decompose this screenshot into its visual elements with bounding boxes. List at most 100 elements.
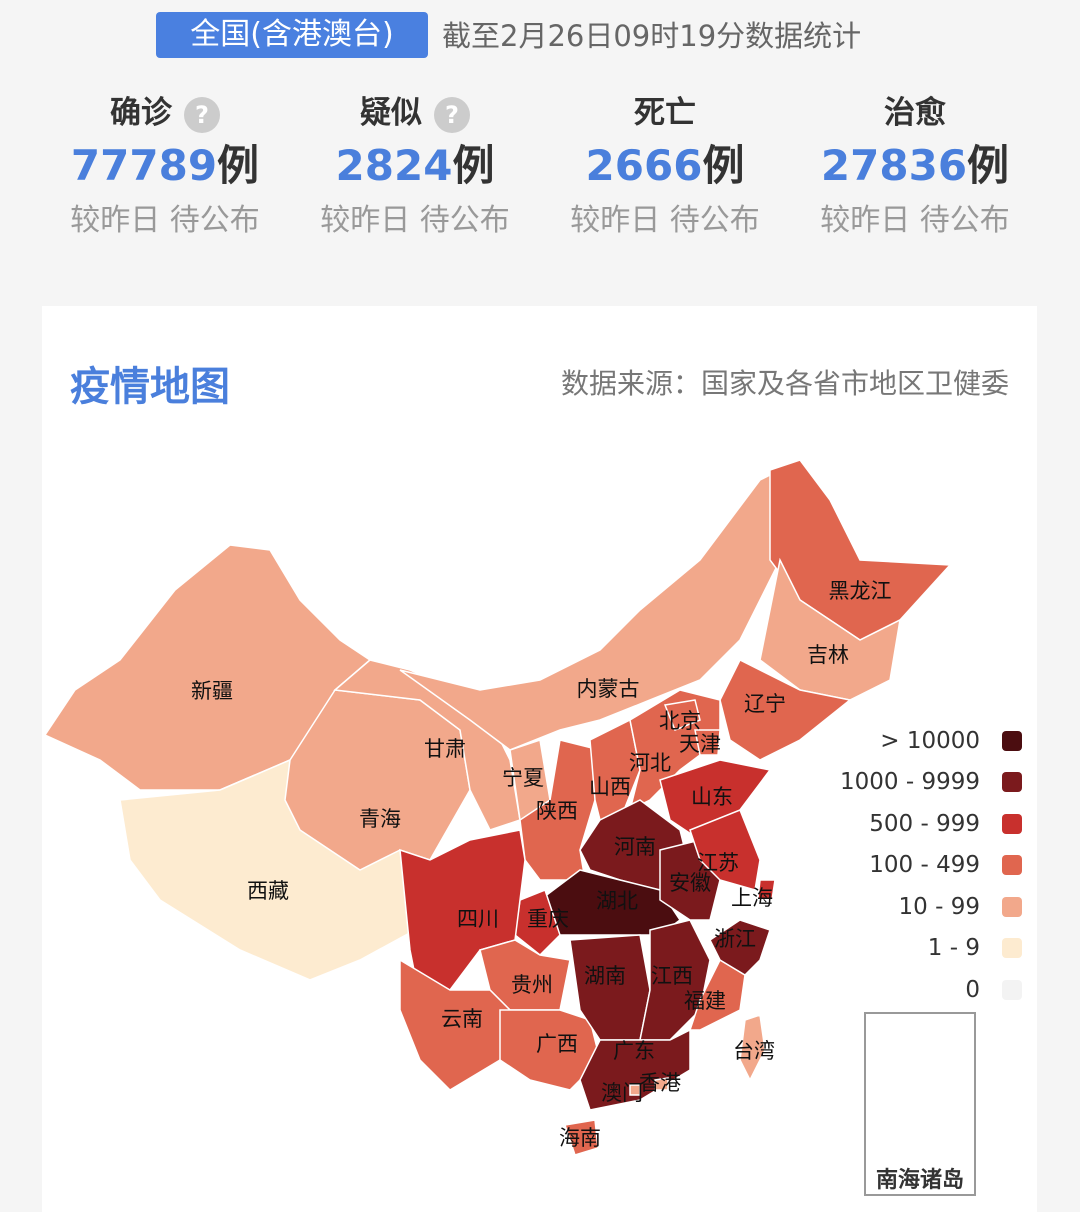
- region-label: 广东: [613, 1039, 655, 1063]
- region-label: 上海: [731, 886, 773, 910]
- stat-label: 治愈: [884, 95, 946, 131]
- stat-value: 2824: [335, 141, 453, 190]
- region-label: 山西: [589, 775, 631, 799]
- legend-label: 1 - 9: [927, 935, 980, 962]
- legend-item[interactable]: 0: [822, 969, 1022, 1011]
- stat-label: 死亡: [634, 95, 696, 131]
- legend-item[interactable]: 100 - 499: [822, 845, 1022, 887]
- region-label: 天津: [679, 732, 721, 756]
- legend-item[interactable]: > 10000: [822, 720, 1022, 762]
- region-label: 北京: [659, 709, 701, 733]
- region-29[interactable]: [757, 879, 776, 901]
- region-0[interactable]: [43, 544, 372, 791]
- region-label: 内蒙古: [577, 677, 640, 701]
- legend-item[interactable]: 1000 - 9999: [822, 762, 1022, 804]
- summary-panel: 全国(含港澳台) 截至2月26日09时19分数据统计 确诊? 77789例 较昨…: [0, 0, 1080, 300]
- legend-label: 10 - 99: [898, 893, 980, 920]
- region-label: 海南: [559, 1126, 601, 1150]
- region-23[interactable]: [639, 919, 711, 1041]
- region-label: 宁夏: [502, 766, 544, 790]
- help-icon[interactable]: ?: [434, 96, 470, 133]
- stat-value: 27836: [820, 141, 968, 190]
- region-33[interactable]: [629, 1084, 641, 1096]
- stat-change: 较昨日 待公布: [320, 203, 510, 238]
- region-label: 湖北: [596, 889, 638, 913]
- region-label: 新疆: [191, 679, 233, 703]
- stat-change: 较昨日 待公布: [570, 203, 760, 238]
- region-12[interactable]: [663, 699, 701, 731]
- as-of-time: 截至2月26日09时19分数据统计: [442, 19, 862, 53]
- legend-swatch: [1002, 730, 1022, 751]
- region-label: 湖南: [584, 964, 626, 988]
- legend-label: 100 - 499: [869, 852, 980, 879]
- legend-item[interactable]: 10 - 99: [822, 886, 1022, 928]
- region-label: 河北: [629, 751, 671, 775]
- legend-item[interactable]: 1 - 9: [822, 928, 1022, 970]
- region-28[interactable]: [689, 809, 761, 891]
- region-7[interactable]: [719, 658, 852, 761]
- region-label: 云南: [441, 1007, 483, 1031]
- stat-unit: 例: [967, 141, 1010, 190]
- region-label: 广西: [536, 1032, 578, 1056]
- map-title: 疫情地图: [70, 364, 230, 410]
- region-label: 江苏: [697, 851, 739, 875]
- region-label: 浙江: [714, 927, 756, 951]
- stat-label: 疑似: [360, 95, 422, 131]
- stat-2: 死亡 2666例 较昨日 待公布: [540, 90, 790, 246]
- legend-swatch: [1002, 813, 1022, 834]
- data-source: 数据来源：国家及各省市地区卫健委: [560, 367, 1009, 400]
- help-icon[interactable]: ?: [184, 96, 220, 133]
- region-6[interactable]: [759, 557, 901, 701]
- region-label: 四川: [457, 907, 499, 931]
- south-china-sea-inset: 南海诸岛: [864, 1012, 976, 1196]
- region-26[interactable]: [709, 919, 771, 976]
- region-label: 青海: [359, 807, 401, 831]
- region-label: 安徽: [669, 871, 711, 895]
- region-label: 澳门: [601, 1081, 643, 1105]
- region-label: 辽宁: [744, 692, 786, 716]
- stat-unit: 例: [217, 141, 260, 190]
- stat-label: 确诊: [110, 95, 172, 131]
- region-9[interactable]: [519, 739, 601, 881]
- legend-swatch: [1002, 938, 1022, 959]
- legend-swatch: [1002, 979, 1022, 1000]
- region-label: 河南: [614, 835, 656, 859]
- legend-swatch: [1002, 772, 1022, 793]
- region-label: 西藏: [247, 879, 289, 903]
- stat-unit: 例: [702, 141, 745, 190]
- legend-label: 0: [965, 976, 980, 1003]
- stat-unit: 例: [452, 141, 495, 190]
- region-label: 福建: [684, 989, 726, 1013]
- stat-3: 治愈 27836例 较昨日 待公布: [790, 90, 1040, 246]
- region-31[interactable]: [564, 1119, 599, 1156]
- legend-item[interactable]: 500 - 999: [822, 803, 1022, 845]
- stat-change: 较昨日 待公布: [70, 203, 260, 238]
- legend-swatch: [1002, 855, 1022, 876]
- legend-label: 500 - 999: [869, 810, 980, 837]
- legend-label: > 10000: [880, 727, 980, 754]
- map-legend: > 10000 1000 - 9999 500 - 999 100 - 499 10 -…: [822, 720, 1022, 1011]
- region-label: 吉林: [807, 643, 849, 667]
- region-30[interactable]: [739, 1014, 766, 1082]
- region-13[interactable]: [694, 729, 721, 756]
- region-24[interactable]: [579, 1028, 691, 1111]
- region-32[interactable]: [654, 1077, 669, 1091]
- region-label: 甘肃: [424, 737, 466, 761]
- region-label: 江西: [651, 964, 693, 988]
- inset-label: 南海诸岛: [875, 1168, 964, 1193]
- stat-value: 2666: [585, 141, 703, 190]
- region-label: 台湾: [733, 1039, 775, 1063]
- region-label: 重庆: [527, 907, 569, 931]
- region-label: 山东: [691, 785, 733, 809]
- region-label: 黑龙江: [829, 579, 892, 603]
- stat-change: 较昨日 待公布: [820, 203, 1010, 238]
- legend-swatch: [1002, 896, 1022, 917]
- stat-0: 确诊? 77789例 较昨日 待公布: [40, 90, 290, 246]
- region-label: 香港: [639, 1071, 681, 1095]
- region-label: 贵州: [511, 973, 553, 997]
- stat-1: 疑似? 2824例 较昨日 待公布: [290, 90, 540, 246]
- stat-value: 77789: [70, 141, 218, 190]
- legend-label: 1000 - 9999: [840, 769, 980, 796]
- scope-badge[interactable]: 全国(含港澳台): [156, 12, 428, 58]
